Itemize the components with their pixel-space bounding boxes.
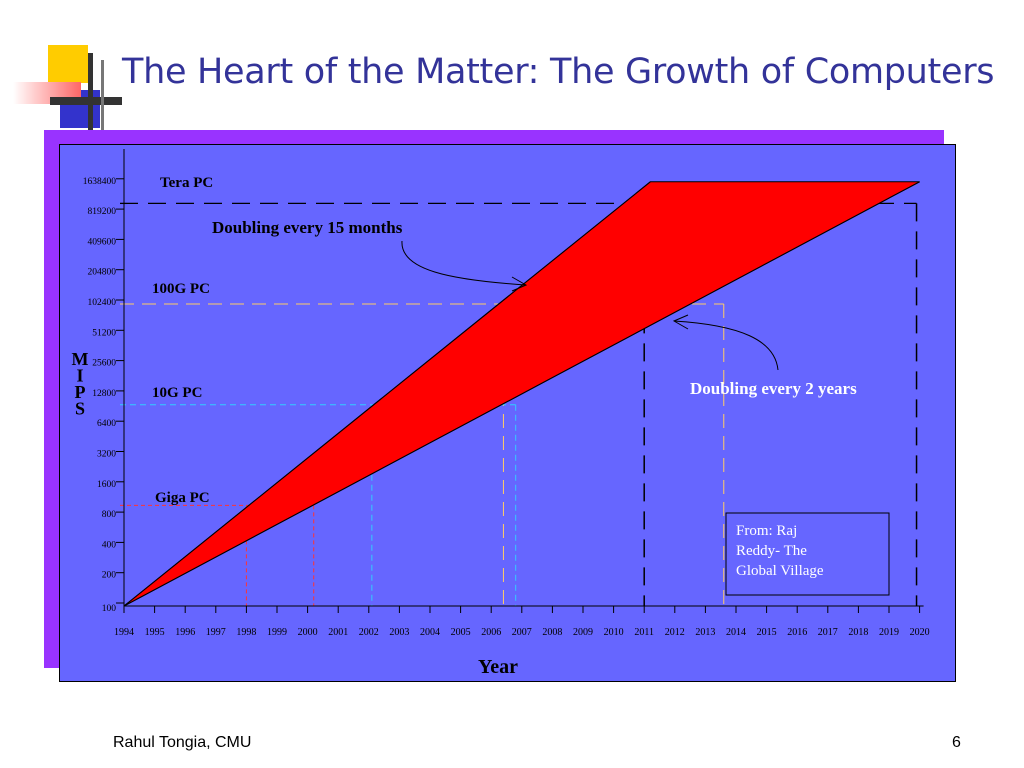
level-label-giga-pc: Giga PC	[155, 490, 210, 506]
x-tick-label: 2019	[879, 627, 899, 638]
x-tick-label: 2012	[665, 627, 685, 638]
y-tick-label: 1638400	[83, 177, 117, 187]
y-tick-label: 409600	[88, 237, 117, 247]
y-tick-label: 3200	[97, 450, 116, 460]
x-tick-label: 2017	[818, 627, 838, 638]
arrow-15-months	[401, 240, 527, 286]
logo-yellow-square	[48, 45, 88, 83]
source-box	[725, 512, 890, 596]
y-tick-label: 100	[102, 604, 117, 614]
level-label-100g-pc: 100G PC	[152, 281, 210, 297]
source-box-line: From: Raj	[736, 523, 797, 539]
y-tick-label: 102400	[88, 298, 117, 308]
x-tick-label: 2011	[634, 627, 654, 638]
arrowhead-15-months	[511, 276, 528, 292]
y-tick-label: 800	[102, 510, 117, 520]
annotation-2-years: Doubling every 2 years	[690, 379, 857, 398]
x-tick-label: 2001	[328, 627, 348, 638]
level-label-10g-pc: 10G PC	[152, 385, 202, 401]
x-tick-label: 2018	[848, 627, 868, 638]
series-line-15-months	[123, 181, 651, 607]
x-tick-label: 2005	[451, 627, 471, 638]
arrow-2-years	[673, 320, 779, 371]
y-tick-label: 204800	[88, 268, 117, 278]
y-tick-label: 51200	[92, 328, 116, 338]
logo-dark-bar	[50, 97, 122, 105]
x-tick-label: 2010	[604, 627, 624, 638]
source-box-line: Global Village	[736, 563, 824, 579]
x-tick-label: 2003	[389, 627, 409, 638]
y-tick-label: 819200	[88, 207, 117, 217]
x-tick-label: 1996	[175, 627, 195, 638]
y-tick-label: 6400	[97, 419, 116, 429]
chart-panel: 1994 1995 1996 1997 1998 1999 2000 2001 2002 2003…	[59, 144, 956, 682]
x-tick-label: 2004	[420, 627, 440, 638]
y-tick-label: 12800	[92, 389, 116, 399]
x-tick-label: 2013	[695, 627, 715, 638]
x-tick-label: 2014	[726, 627, 746, 638]
x-tick-label: 1994	[114, 627, 134, 638]
arrowhead-2-years	[672, 314, 689, 330]
x-tick-label: 2002	[359, 627, 379, 638]
chart-svg: 1994 1995 1996 1997 1998 1999 2000 2001 2002 2003…	[72, 149, 930, 678]
x-tick-label: 1998	[236, 627, 256, 638]
source-box-line: Reddy- The	[736, 543, 807, 559]
level-label-tera-pc: Tera PC	[160, 175, 213, 191]
x-tick-label: 2016	[787, 627, 807, 638]
x-tick-label: 2009	[573, 627, 593, 638]
x-tick-label: 2020	[910, 627, 930, 638]
y-tick-label: 200	[102, 571, 117, 581]
x-tick-label: 2008	[542, 627, 562, 638]
x-tick-label: 2006	[481, 627, 501, 638]
annotation-15-months: Doubling every 15 months	[212, 218, 403, 237]
x-tick-label: 1999	[267, 627, 287, 638]
slide-title: The Heart of the Matter: The Growth of C…	[122, 52, 995, 92]
footer-author: Rahul Tongia, CMU	[113, 734, 252, 751]
y-axis-title-letter: M	[72, 349, 89, 369]
logo-vertical-bar	[88, 53, 93, 131]
y-tick-label: 400	[102, 540, 117, 550]
x-tick-label: 1995	[145, 627, 165, 638]
y-tick-label: 25600	[92, 359, 116, 369]
x-axis-title: Year	[478, 656, 518, 678]
y-axis-title-letter: S	[75, 399, 85, 419]
y-tick-label: 1600	[97, 480, 116, 490]
page-number: 6	[952, 734, 961, 751]
x-tick-label: 1997	[206, 627, 226, 638]
x-tick-label: 2015	[757, 627, 777, 638]
x-tick-label: 2007	[512, 627, 532, 638]
y-axis-title-letter: I	[76, 366, 83, 386]
x-tick-label: 2000	[298, 627, 318, 638]
series-line-2-years	[123, 181, 920, 607]
y-axis-title-letter: P	[75, 382, 86, 402]
logo-vertical-bar-2	[101, 60, 104, 132]
